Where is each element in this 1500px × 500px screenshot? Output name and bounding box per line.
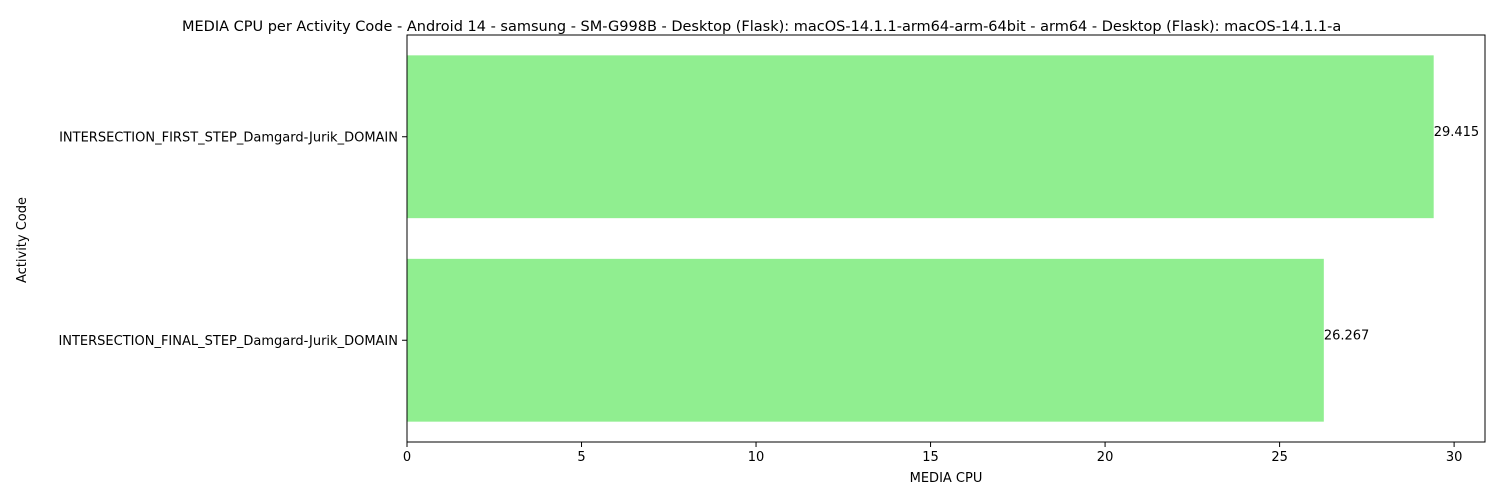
bar	[407, 55, 1434, 219]
x-tick-label: 10	[748, 450, 765, 465]
bar-value-label: 29.415	[1434, 125, 1480, 140]
chart-title: MEDIA CPU per Activity Code - Android 14…	[182, 19, 1341, 35]
x-axis-ticks: 0 5 10 15 20 25 30	[403, 442, 1463, 465]
plot-frame	[406, 34, 1486, 443]
x-tick-label: 25	[1271, 450, 1288, 465]
x-tick-label: 20	[1097, 450, 1114, 465]
x-axis-label: MEDIA CPU	[910, 471, 983, 486]
y-axis-ticks: INTERSECTION_FIRST_STEP_Damgard-Jurik_DO…	[58, 130, 407, 349]
x-tick-label: 5	[577, 450, 585, 465]
y-tick-label: INTERSECTION_FIRST_STEP_Damgard-Jurik_DO…	[59, 130, 398, 145]
y-tick-label: INTERSECTION_FINAL_STEP_Damgard-Jurik_DO…	[58, 334, 398, 349]
x-tick-label: 0	[403, 450, 411, 465]
bar-value-label: 26.267	[1324, 328, 1370, 343]
x-tick-label: 30	[1446, 450, 1463, 465]
x-tick-label: 15	[922, 450, 939, 465]
y-axis-label: Activity Code	[15, 197, 30, 283]
bar	[407, 258, 1324, 422]
value-labels-group: 29.415 26.267	[1324, 125, 1479, 344]
bars-group	[407, 55, 1434, 422]
